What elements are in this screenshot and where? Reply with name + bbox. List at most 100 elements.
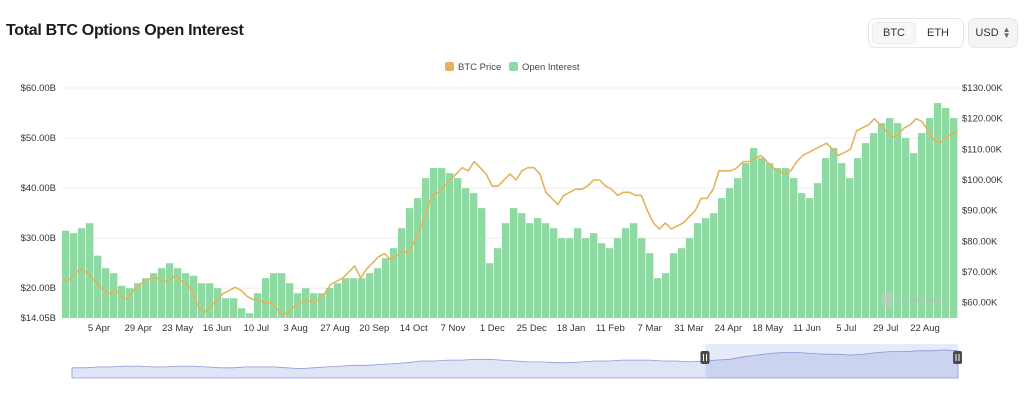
- oi-bar: [190, 275, 198, 318]
- oi-bar: [822, 158, 830, 318]
- oi-bar: [606, 248, 614, 318]
- tab-btc[interactable]: BTC: [872, 22, 916, 44]
- oi-bar: [854, 158, 862, 318]
- oi-bar: [446, 173, 454, 318]
- btc-price-line: [61, 117, 959, 316]
- y-right-tick-label: $80.00K: [962, 236, 998, 247]
- oi-bar: [502, 223, 510, 318]
- oi-bar: [598, 243, 606, 318]
- oi-bar: [334, 283, 342, 318]
- oi-bar: [670, 253, 678, 318]
- oi-bar: [222, 298, 230, 318]
- oi-bar: [310, 293, 318, 318]
- oi-bar: [526, 223, 534, 318]
- oi-bars: [62, 103, 958, 319]
- oi-bar: [566, 238, 574, 318]
- y-left-tick-label: $50.00B: [21, 133, 56, 144]
- oi-bar: [622, 228, 630, 318]
- oi-bar: [654, 278, 662, 318]
- y-axis-right: $60.00K $70.00K $80.00K $90.00K $100.00K $110…: [962, 83, 1003, 309]
- oi-bar: [62, 230, 70, 318]
- navigator-selection[interactable]: [705, 344, 958, 378]
- y-right-tick-label: $110.00K: [962, 144, 1003, 155]
- navigator-handle-left[interactable]: [700, 351, 710, 364]
- oi-bar: [750, 148, 758, 318]
- x-tick-label: 24 Apr: [715, 323, 742, 334]
- y-right-tick-label: $100.00K: [962, 175, 1003, 186]
- oi-bar: [470, 193, 478, 318]
- oi-bar: [406, 208, 414, 318]
- x-tick-label: 5 Jul: [836, 323, 856, 334]
- oi-bar: [926, 118, 934, 318]
- oi-bar: [262, 278, 270, 318]
- x-tick-label: 22 Aug: [910, 323, 940, 334]
- x-tick-label: 27 Aug: [320, 323, 350, 334]
- oi-bar: [886, 118, 894, 318]
- oi-bar: [662, 273, 670, 318]
- oi-bar: [646, 253, 654, 318]
- x-tick-label: 5 Apr: [88, 323, 110, 334]
- legend-label-btc-price[interactable]: BTC Price: [458, 62, 501, 73]
- oi-bar: [238, 308, 246, 318]
- x-tick-label: 7 Mar: [638, 323, 662, 334]
- oi-bar: [862, 143, 870, 318]
- oi-bar: [118, 285, 126, 318]
- oi-bar: [950, 118, 958, 318]
- range-navigator[interactable]: [71, 344, 962, 379]
- oi-bar: [390, 248, 398, 318]
- navigator-handle-right[interactable]: [953, 351, 962, 364]
- oi-bar: [910, 153, 918, 318]
- oi-bar: [734, 178, 742, 318]
- oi-bar: [686, 238, 694, 318]
- oi-bar: [422, 178, 430, 318]
- oi-bar: [374, 268, 382, 318]
- y-right-tick-label: $70.00K: [962, 267, 998, 278]
- x-tick-label: 1 Dec: [480, 323, 505, 334]
- oi-bar: [342, 278, 350, 318]
- asset-toggle: BTC ETH: [868, 18, 964, 48]
- x-tick-label: 23 May: [162, 323, 193, 334]
- oi-bar: [550, 228, 558, 318]
- oi-bar: [486, 263, 494, 318]
- oi-bar: [878, 123, 886, 318]
- oi-bar: [254, 293, 262, 318]
- oi-bar: [638, 238, 646, 318]
- y-left-tick-label: $40.00B: [21, 183, 56, 194]
- currency-select[interactable]: USD ▲ ▼: [968, 18, 1018, 48]
- y-left-tick-label: $30.00B: [21, 233, 56, 244]
- oi-bar: [494, 248, 502, 318]
- oi-bar: [534, 218, 542, 318]
- oi-bar: [478, 208, 486, 318]
- oi-bar: [518, 213, 526, 318]
- oi-bar: [830, 148, 838, 318]
- oi-bar: [814, 183, 822, 318]
- oi-bar: [574, 228, 582, 318]
- oi-bar: [414, 198, 422, 318]
- oi-bar: [246, 313, 254, 318]
- chart-legend: BTC Price Open Interest: [445, 62, 580, 73]
- oi-bar: [870, 133, 878, 318]
- y-right-tick-label: $120.00K: [962, 114, 1003, 125]
- oi-bar: [918, 133, 926, 318]
- navigator-series: [71, 349, 959, 379]
- oi-bar: [126, 288, 134, 318]
- oi-bar: [398, 228, 406, 318]
- oi-bar: [590, 233, 598, 318]
- oi-bar: [438, 168, 446, 318]
- y-right-tick-label: $90.00K: [962, 206, 998, 217]
- oi-bar: [142, 278, 150, 318]
- y-right-tick-label: $130.00K: [962, 83, 1003, 94]
- oi-bar: [206, 283, 214, 318]
- oi-bar: [158, 268, 166, 318]
- oi-bar: [150, 273, 158, 318]
- y-left-tick-label: $14.05B: [21, 313, 56, 324]
- x-tick-label: 14 Oct: [400, 323, 428, 334]
- y-left-tick-label: $20.00B: [21, 283, 56, 294]
- legend-label-open-interest[interactable]: Open Interest: [522, 62, 580, 73]
- oi-bar: [382, 258, 390, 318]
- tab-eth[interactable]: ETH: [927, 27, 949, 39]
- oi-bar: [934, 103, 942, 319]
- oi-bar: [462, 188, 470, 318]
- oi-bar: [86, 223, 94, 318]
